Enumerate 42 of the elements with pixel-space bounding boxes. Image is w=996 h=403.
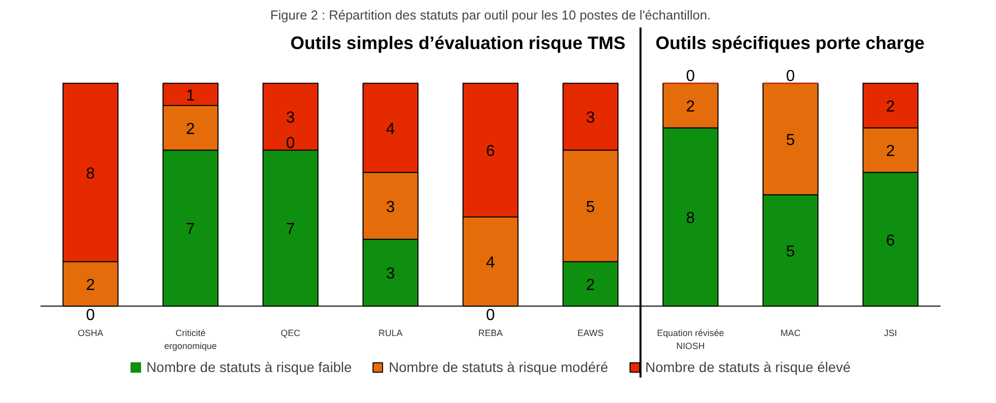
x-tick-label: Criticité ergonomique [164,328,217,352]
data-label: 3 [386,266,396,283]
data-label: 5 [786,243,796,260]
x-tick-label: RULA [378,328,403,338]
data-label: 0 [86,307,96,324]
data-label: 2 [586,276,596,294]
text: Outils simples d’évaluation risque TMS [290,33,626,54]
data-label: 7 [286,221,296,238]
data-label: 0 [286,135,296,152]
x-tick-label: QEC [280,328,301,338]
x-tick-label: Equation révisée NIOSH [656,328,724,352]
data-label: 4 [386,120,396,138]
x-tick-label: EAWS [577,328,604,338]
legend-label: Nombre de statuts à risque faible [146,359,352,375]
data-label: 2 [86,276,96,294]
data-label: 8 [86,165,96,182]
data-label: 0 [786,68,796,86]
data-label: 3 [586,110,596,127]
data-label: 3 [386,198,396,216]
legend-label: Nombre de statuts à risque modéré [388,359,608,375]
data-label: 2 [186,120,196,138]
chart-title: Figure 2 : Répartition des statuts par outil pour les 10 postes de l'échantillon. [270,8,711,22]
data-label: 0 [486,307,496,324]
data-label: 5 [586,198,596,216]
x-tick-label: REBA [478,328,503,338]
data-label: 2 [686,98,696,116]
data-label: 7 [186,221,196,238]
data-label: 0 [686,68,696,86]
x-tick-label: OSHA [78,328,104,338]
data-label: 4 [486,254,496,272]
x-tick-label: MAC [780,328,801,338]
data-label: 1 [186,87,196,104]
text: Outils spécifiques porte charge [656,33,925,54]
data-label: 3 [286,110,296,127]
legend-label: Nombre de statuts à risque élevé [645,359,851,375]
x-tick-label: JSI [884,328,898,338]
data-label: 2 [886,143,896,160]
data-label: 2 [886,98,896,116]
data-label: 6 [886,232,896,250]
data-label: 8 [686,210,696,227]
data-label: 6 [486,143,496,160]
data-label: 5 [786,132,796,149]
